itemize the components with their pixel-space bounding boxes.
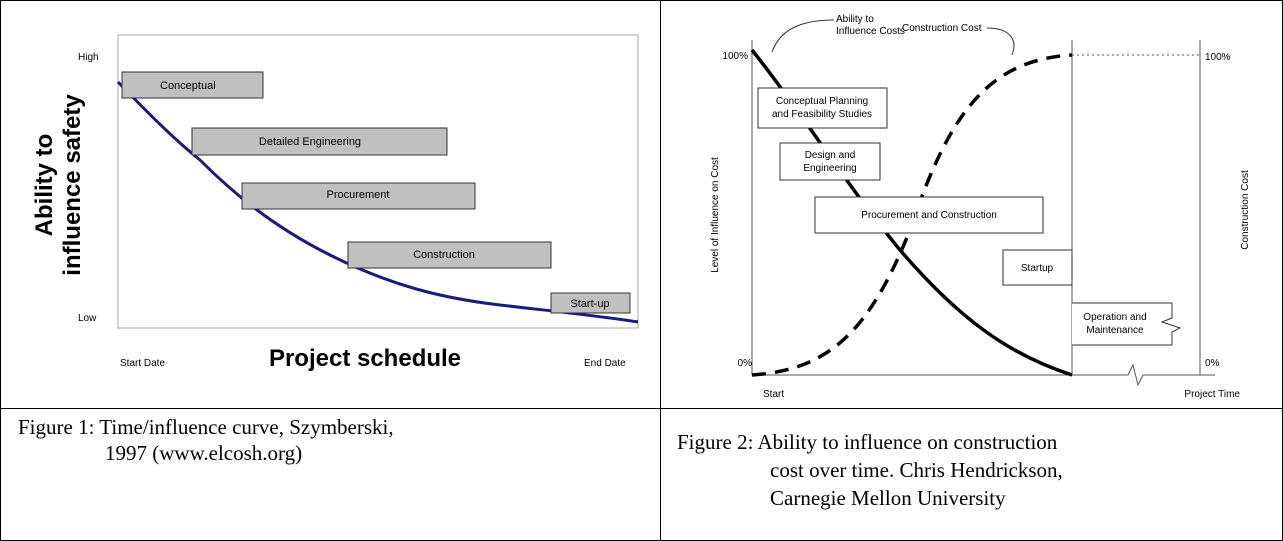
figure-2: 100% 0% 100% 0% Level of Influence on Co… <box>710 14 1251 400</box>
left-bottom: 0% <box>738 358 753 369</box>
phase-label: Engineering <box>803 163 856 174</box>
phase-label: Conceptual <box>160 80 216 92</box>
y-high: High <box>78 52 99 63</box>
figure-1: High Low Ability to influence safety Sta… <box>31 34 639 372</box>
phase-box <box>1002 249 1073 286</box>
x-axis-label: Project schedule <box>269 345 461 372</box>
x-start: Start <box>763 389 784 400</box>
y-axis-label: Ability to influence safety <box>31 94 86 276</box>
annotation: Construction Cost <box>902 23 982 34</box>
figure-2-content: 100% 0% 100% 0% Level of Influence on Co… <box>710 14 1251 400</box>
x-start: Start Date <box>120 358 165 369</box>
phase-box <box>241 182 476 210</box>
phase-box <box>814 196 1044 234</box>
phase-box <box>1072 302 1182 346</box>
phase-label: Procurement and Construction <box>861 210 997 221</box>
y-label-line: influence safety <box>59 94 86 276</box>
phase-box <box>121 71 264 99</box>
cost-curve <box>751 53 1073 377</box>
x-end: End Date <box>584 358 626 369</box>
column-divider <box>660 0 661 541</box>
phase-label: and Feasibility Studies <box>772 109 872 120</box>
y-low: Low <box>78 313 97 324</box>
right-top: 100% <box>1205 52 1231 63</box>
phase-box <box>779 142 881 181</box>
row-divider <box>0 408 1283 409</box>
caption-line: Figure 2: Ability to influence on constr… <box>677 430 1058 454</box>
phase-box <box>757 87 888 129</box>
phase-label: Start-up <box>570 298 609 310</box>
right-bottom: 0% <box>1205 358 1220 369</box>
phase-label: Operation and <box>1083 312 1146 323</box>
caption-line: Carnegie Mellon University <box>770 486 1006 510</box>
phase-label: Detailed Engineering <box>259 136 361 148</box>
phase-label: Procurement <box>327 189 390 201</box>
y-label-line: Ability to <box>31 134 58 237</box>
y-axis-label: Level of Influence on Cost <box>710 157 721 273</box>
phase-label: Conceptual Planning <box>776 96 868 107</box>
phase-label: Startup <box>1021 263 1054 274</box>
influence-curve <box>116 80 639 324</box>
caption-line: cost over time. Chris Hendrickson, <box>770 458 1063 482</box>
annotation-arrow <box>986 27 1015 56</box>
phase-boxes: Conceptual Detailed Engineering Procurem… <box>121 71 631 314</box>
phase-label: Maintenance <box>1086 325 1144 336</box>
y2-axis-label: Construction Cost <box>1240 170 1251 250</box>
caption-line: Figure 1: Time/influence curve, Szymbers… <box>18 415 394 439</box>
caption-line: 1997 (www.elcosh.org) <box>105 441 303 465</box>
phase-box <box>347 241 552 269</box>
annotation-arrow <box>771 19 835 53</box>
phase-box <box>550 292 631 314</box>
left-top: 100% <box>722 51 748 62</box>
time-axis <box>752 363 1215 387</box>
annotation: Influence Costs <box>836 26 905 37</box>
phase-boxes: Conceptual Planning and Feasibility Stud… <box>757 87 1182 346</box>
annotation: Ability to <box>836 14 874 25</box>
phase-box <box>191 127 448 156</box>
phase-label: Construction <box>413 249 475 261</box>
x-end: Project Time <box>1184 389 1240 400</box>
phase-label: Design and <box>805 150 856 161</box>
